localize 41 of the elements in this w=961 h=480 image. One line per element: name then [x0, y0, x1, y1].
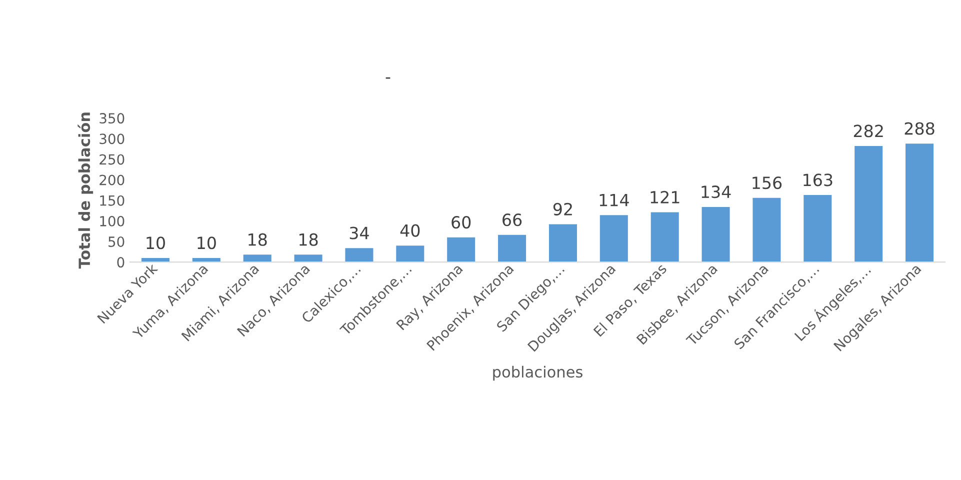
- bar: [396, 246, 424, 262]
- bar: [650, 212, 679, 262]
- data-label: 10: [198, 236, 216, 250]
- bar: [804, 195, 832, 262]
- data-label: 92: [553, 202, 572, 216]
- bar: [752, 198, 781, 262]
- bar: [498, 234, 526, 262]
- data-label: 18: [300, 233, 318, 246]
- data-label: 121: [650, 190, 680, 204]
- y-tick-label: 50: [108, 236, 124, 247]
- bar: [243, 254, 272, 262]
- y-axis-title: Total de población: [78, 112, 94, 269]
- data-label: 163: [804, 174, 832, 186]
- bar: [906, 144, 934, 262]
- bar: [600, 215, 628, 262]
- data-label: 18: [248, 233, 267, 246]
- y-tick-label: 250: [100, 154, 124, 165]
- y-tick-label: 100: [100, 216, 124, 226]
- data-label: 288: [904, 122, 934, 135]
- data-label: 60: [452, 216, 471, 229]
- y-tick-label: 0: [117, 257, 124, 268]
- data-label: 10: [146, 236, 165, 250]
- bar: [702, 206, 730, 262]
- data-label: 34: [350, 226, 369, 240]
- data-label: 114: [600, 194, 629, 206]
- x-axis-title: poblaciones: [493, 366, 582, 381]
- bar: [447, 237, 476, 262]
- y-tick-label: 150: [100, 195, 124, 206]
- data-label: 156: [752, 176, 782, 190]
- bar: [548, 224, 577, 262]
- bar: [345, 248, 374, 262]
- bar: [854, 146, 883, 262]
- data-label: 282: [854, 124, 883, 138]
- y-tick-label: 350: [100, 113, 124, 124]
- y-tick-label: 200: [100, 174, 124, 186]
- data-label: 66: [502, 214, 522, 226]
- bar: [294, 254, 322, 262]
- chart-title: -: [386, 77, 390, 79]
- y-tick-label: 300: [100, 134, 124, 144]
- data-label: 40: [400, 224, 420, 237]
- data-label: 134: [702, 186, 731, 198]
